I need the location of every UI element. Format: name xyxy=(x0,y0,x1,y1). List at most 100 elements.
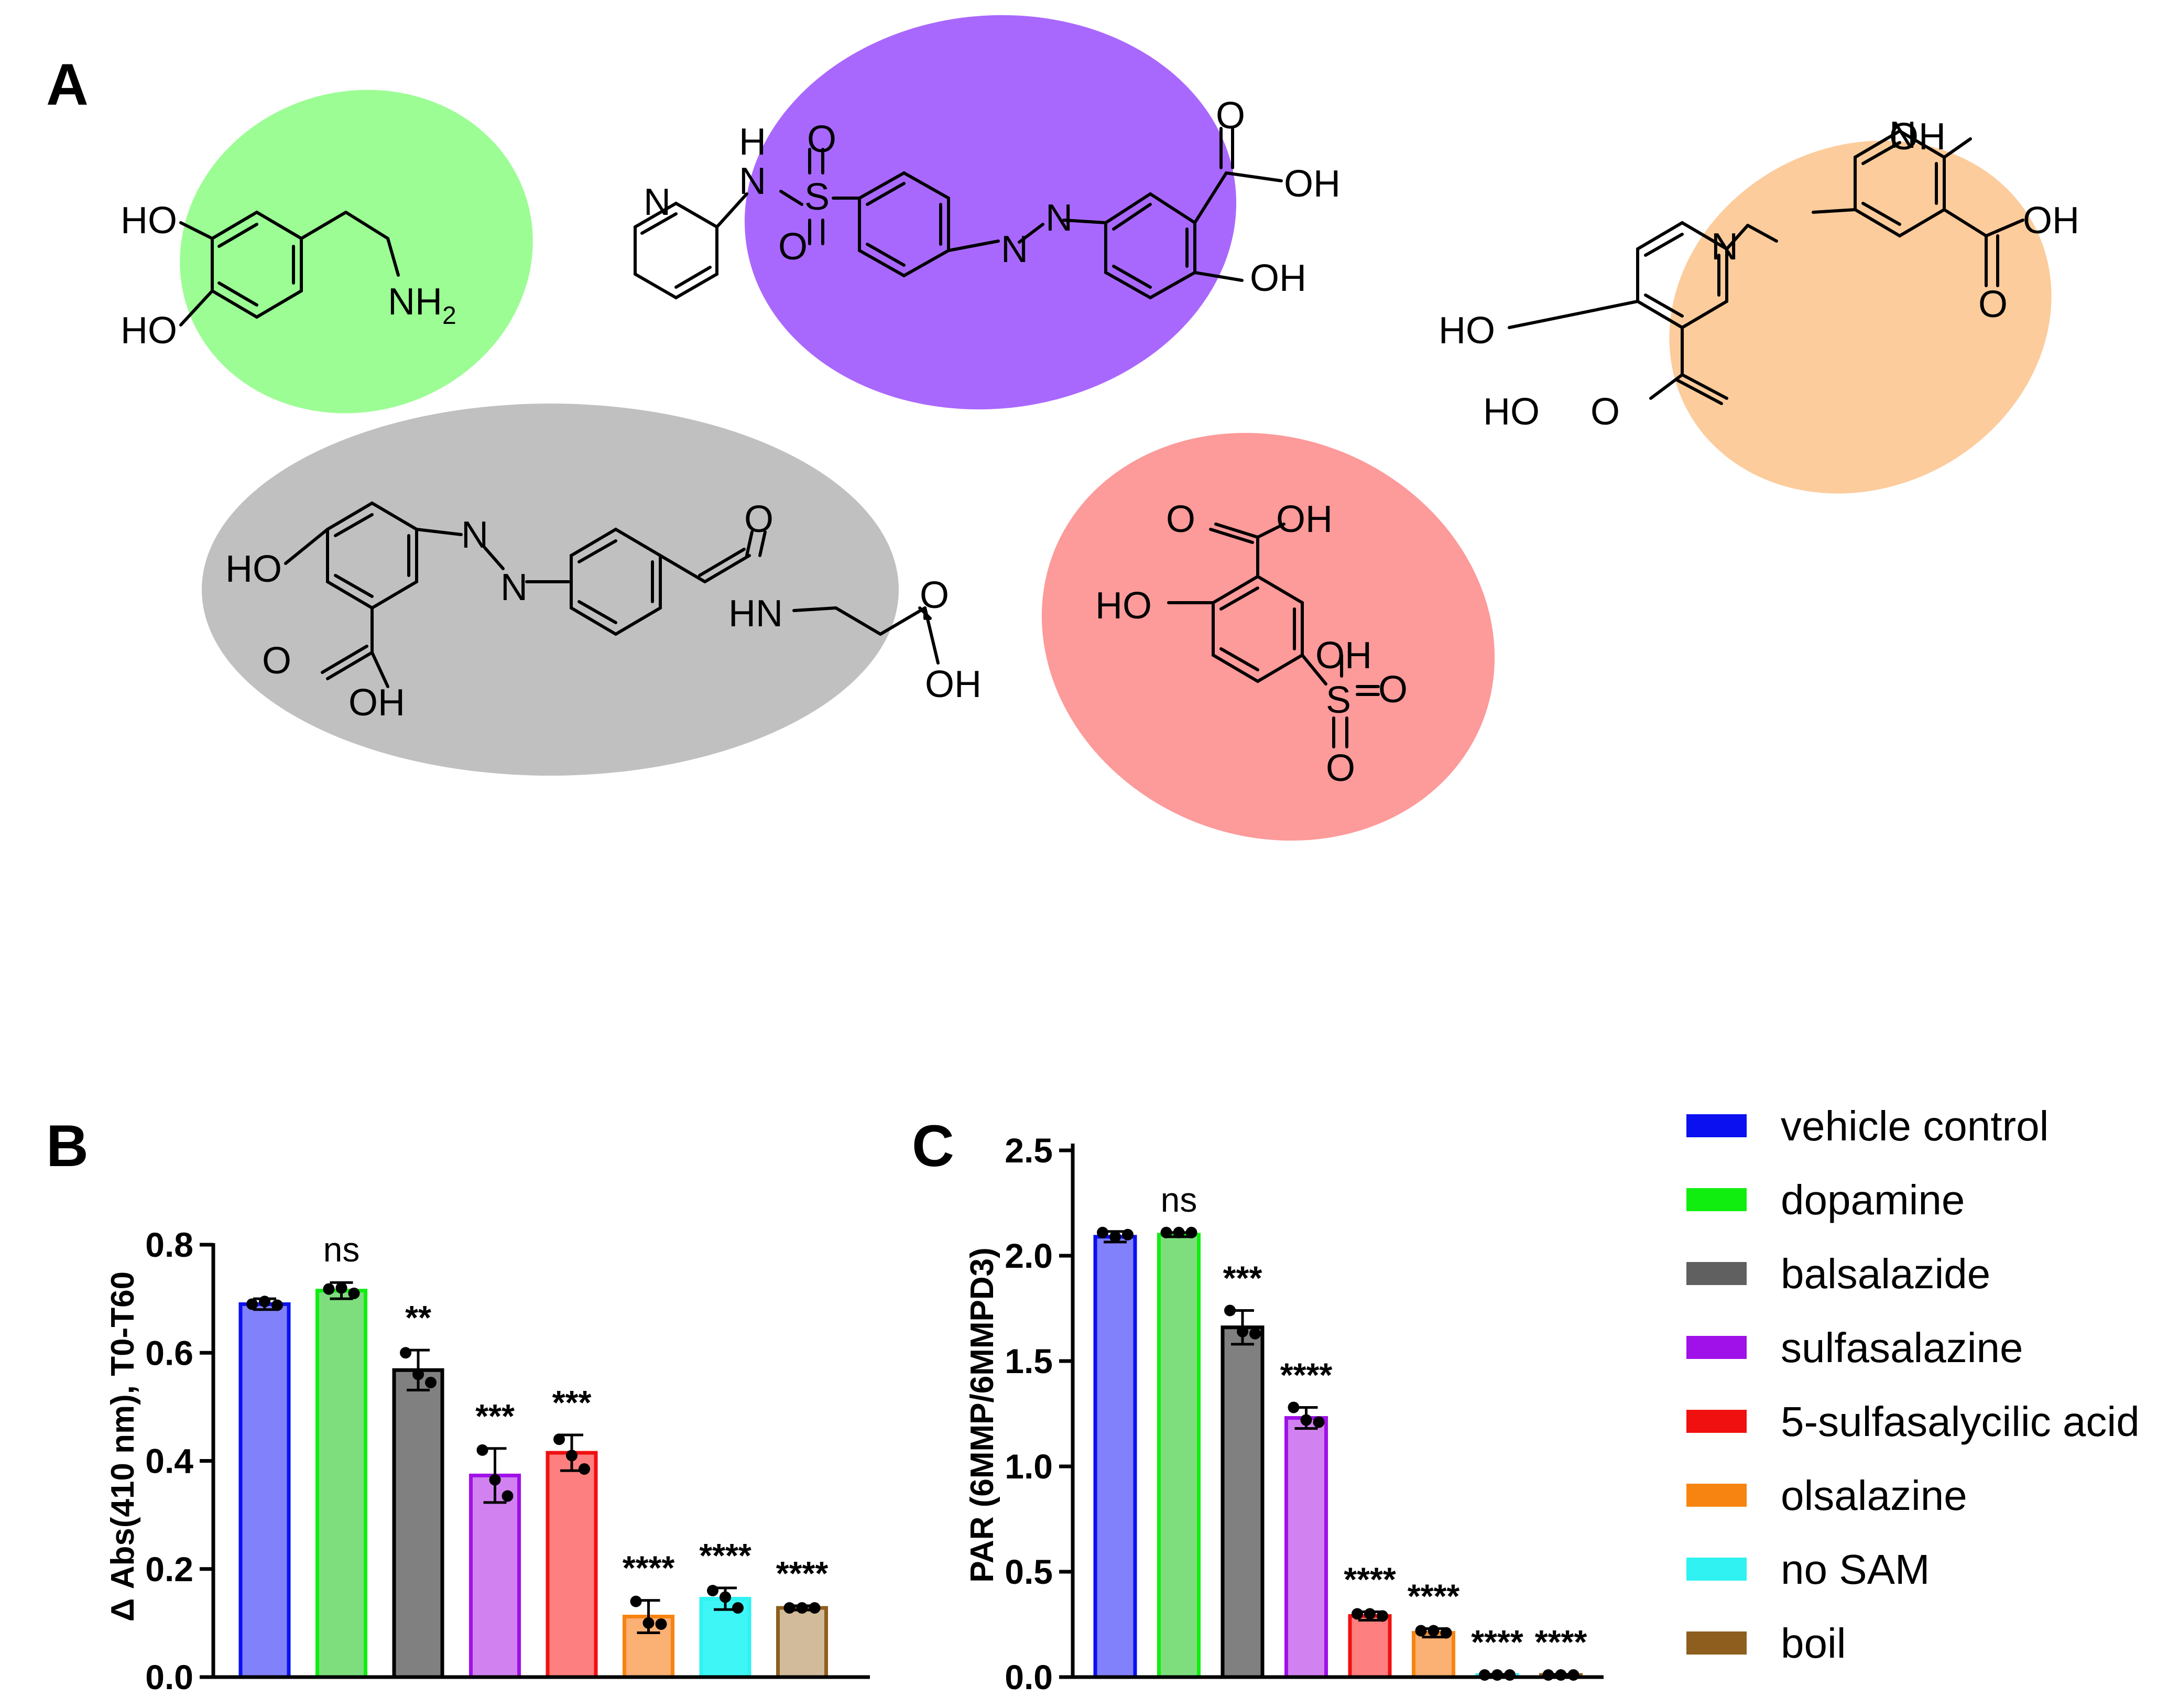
chart-c-data-point xyxy=(1237,1325,1248,1337)
chart-c-bar xyxy=(1221,1325,1265,1679)
sulfasalazine-bonds xyxy=(634,127,1283,300)
olsalazine-acid2-o: O xyxy=(1590,391,1620,433)
dopamine-bonds xyxy=(179,210,400,327)
sulfosalicylic-o1: O xyxy=(1378,669,1408,711)
balsalazide-azo-n2: N xyxy=(500,567,528,608)
balsalazide-sal-o: O xyxy=(262,640,291,682)
legend: vehicle control dopamine balsalazide sulfas… xyxy=(1686,1103,2140,1667)
chart-c-data-point xyxy=(1185,1226,1197,1238)
chart-b-significance-label: **** xyxy=(699,1537,751,1574)
dopamine-highlight xyxy=(180,90,533,414)
olsalazine-azo-n2: N xyxy=(1711,226,1738,268)
chart-c-bar xyxy=(1093,1235,1137,1679)
chart-b-bar xyxy=(776,1606,828,1679)
chart-c-data-point xyxy=(1173,1226,1185,1238)
legend-label: boil xyxy=(1781,1620,1846,1667)
balsalazide-bonds xyxy=(284,501,940,688)
chart-c-tick-label: 0.5 xyxy=(1005,1552,1053,1591)
sulfosalicylic-ho: HO xyxy=(1095,585,1152,627)
balsalazide-amide-o: O xyxy=(744,498,773,540)
balsalazide-sal-oh: OH xyxy=(348,682,405,724)
dopamine-ho2: HO xyxy=(121,310,177,352)
sulfosalicylic-s: S xyxy=(1326,679,1351,721)
legend-label: dopamine xyxy=(1781,1177,1965,1223)
chart-b-bar xyxy=(315,1289,367,1679)
chart-b-significance-label: *** xyxy=(552,1384,592,1421)
sulfasalazine-acid-o: O xyxy=(1216,95,1245,137)
sulfasalazine-highlight xyxy=(744,15,1237,410)
chart-b-data-point xyxy=(579,1463,590,1475)
chart-b: Δ Abs(410 nm), T0-T60 0.0 0.2 0.4 0.6 0.8 ns… xyxy=(105,1225,870,1696)
chart-c-tick-label: 1.0 xyxy=(1005,1447,1053,1486)
chart-b-bar xyxy=(469,1473,521,1679)
chart-b-tick-label: 0.6 xyxy=(145,1333,193,1372)
chart-c-data-point xyxy=(1504,1669,1516,1681)
sulfasalazine-h: H xyxy=(739,121,766,163)
chart-b-data-point xyxy=(271,1299,283,1311)
chart-c-data-point xyxy=(1428,1625,1440,1637)
panel-label-b: B xyxy=(46,1113,89,1179)
chart-c-significance-label: *** xyxy=(1223,1259,1262,1297)
olsalazine-ho: HO xyxy=(1439,310,1495,352)
chart-b-data-point xyxy=(720,1591,731,1603)
balsalazide-highlight xyxy=(202,404,899,776)
chart-b-data-point xyxy=(246,1298,258,1310)
olsalazine-oh-top: OH xyxy=(1889,116,1946,158)
chart-b-data-point xyxy=(732,1602,744,1614)
chart-c-data-point xyxy=(1377,1610,1388,1622)
chart-c-data-point xyxy=(1491,1669,1503,1681)
chart-b-tick-label: 0.8 xyxy=(145,1225,193,1264)
sulfasalazine-o1: O xyxy=(807,118,836,160)
chart-c-ylabel: PAR (6MMP/6MMPD3) xyxy=(964,1247,1000,1583)
balsalazide-ho: HO xyxy=(225,548,282,590)
chart-c-significance-label: **** xyxy=(1280,1356,1333,1394)
chart-c-data-point xyxy=(1097,1226,1108,1238)
chart-b-bar xyxy=(392,1368,444,1679)
legend-swatch xyxy=(1686,1558,1747,1581)
chart-b-data-point xyxy=(630,1595,642,1607)
chart-c-data-point xyxy=(1415,1625,1427,1637)
chart-c-data-point xyxy=(1555,1669,1567,1681)
chart-b-data-point xyxy=(259,1296,270,1308)
sulfosalicylic-bonds xyxy=(1167,523,1380,748)
legend-label: no SAM xyxy=(1781,1546,1930,1593)
chart-b-data-point xyxy=(400,1347,411,1359)
dopamine-ho1: HO xyxy=(121,200,177,242)
olsalazine-azo-n1: N xyxy=(1889,114,1916,156)
panel-label-c: C xyxy=(912,1113,954,1179)
chart-b-data-point xyxy=(809,1602,821,1614)
olsalazine-acid-o: O xyxy=(1978,284,2008,325)
chart-c: PAR (6MMP/6MMPD3) 0.0 0.5 1.0 1.5 2.0 2.5 ns *… xyxy=(964,1131,1604,1696)
chart-c-data-point xyxy=(1122,1228,1134,1241)
chart-b-data-point xyxy=(796,1602,808,1614)
chart-c-tick-label: 2.5 xyxy=(1005,1131,1053,1170)
sulfosalicylic-highlight xyxy=(1041,433,1495,841)
chart-c-data-point xyxy=(1364,1608,1376,1620)
sulfasalazine-azo-n2: N xyxy=(1045,197,1073,239)
balsalazide-azo-n1: N xyxy=(461,514,488,556)
chart-c-bar xyxy=(1348,1614,1392,1679)
chart-c-bars: ns*********** ******** **** xyxy=(1093,1180,1587,1681)
chart-b-tick-label: 0.0 xyxy=(145,1658,193,1696)
chart-b-data-point xyxy=(642,1617,655,1629)
chart-b-significance-label: **** xyxy=(776,1554,829,1592)
chart-b-data-point xyxy=(323,1283,335,1295)
legend-swatch xyxy=(1686,1262,1747,1285)
legend-label: vehicle control xyxy=(1781,1103,2049,1149)
sulfosalicylic-acid-o: O xyxy=(1166,498,1195,540)
chart-b-tick-label: 0.4 xyxy=(145,1442,193,1481)
legend-label: olsalazine xyxy=(1781,1472,1967,1519)
chart-b-significance-label: **** xyxy=(623,1549,675,1587)
sulfasalazine-nh: N xyxy=(739,160,766,202)
chart-c-bar xyxy=(1412,1631,1455,1679)
chart-b-data-point xyxy=(348,1287,360,1299)
olsalazine-acid-oh: OH xyxy=(2023,200,2079,242)
chart-b-significance-label: ** xyxy=(405,1299,431,1336)
chart-c-significance-label: **** xyxy=(1535,1623,1587,1661)
sulfosalicylic-acid-oh: OH xyxy=(1276,498,1333,540)
olsalazine-structure: N N OH OH O HO HO O xyxy=(1439,114,2079,494)
legend-label: balsalazide xyxy=(1781,1250,1990,1297)
sulfasalazine-azo-n1: N xyxy=(1001,229,1028,270)
chart-b-bars: ns***** ******* **** **** xyxy=(238,1230,829,1679)
